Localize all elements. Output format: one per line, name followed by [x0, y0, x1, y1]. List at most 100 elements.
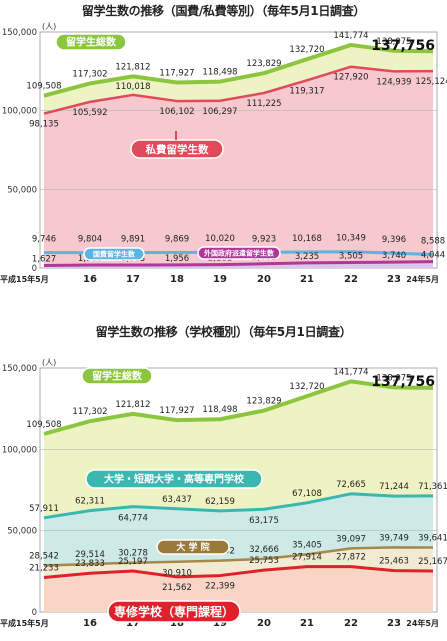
- c1-label-s2-7: 10,349: [336, 234, 366, 244]
- c2-label-s2-2: 30,278: [118, 549, 148, 559]
- c1-label-s3-9: 4,044: [421, 251, 445, 261]
- c1-ytick-3: 150,000: [2, 28, 37, 38]
- c1-label-s0-3: 117,927: [159, 68, 194, 78]
- c2-label-s0-7: 141,774: [333, 367, 368, 377]
- c2-series-line-1: [43, 492, 434, 520]
- c2-badge-0: [81, 367, 153, 385]
- chart1-title: 留学生数の推移（国費/私費等別）（毎年5月1日調査）: [81, 4, 366, 18]
- c2-label-s0-2: 121,812: [115, 400, 150, 410]
- c2-label-s1-8: 71,244: [379, 482, 409, 492]
- c2-series-line-0: [43, 379, 434, 436]
- c2-series-line-3: [43, 565, 434, 579]
- c1-label-s2-0: 9,746: [32, 235, 56, 245]
- c2-label-s1-7: 72,665: [336, 480, 366, 490]
- c1-label-s1-5: 111,225: [246, 99, 281, 109]
- c1-xtick-8: 23: [387, 274, 401, 285]
- c1-label-s3-6: 3,235: [295, 252, 319, 262]
- c1-label-s3-8: 3,740: [382, 251, 406, 261]
- c1-badge-text-3: 外国政府派遣留学生数: [204, 249, 275, 258]
- c2-label-s0-3: 117,927: [159, 406, 194, 416]
- c2-series-line-2: [43, 546, 434, 567]
- c1-label-s2-3: 9,869: [165, 234, 189, 244]
- c1-badge-2: [83, 247, 145, 261]
- c2-label-s2-0: 28,542: [29, 552, 59, 562]
- c2-label-s0-1: 117,302: [72, 407, 107, 417]
- c1-badge-0: [55, 33, 127, 51]
- c1-ytick-2: 100,000: [2, 107, 37, 117]
- c2-badge-text-2: 大 学 院: [176, 541, 209, 553]
- c2-label-s3-8: 25,463: [379, 557, 409, 567]
- c2-label-s3-7: 27,872: [336, 553, 366, 563]
- c1-label-s1-3: 106,102: [159, 107, 194, 117]
- c1-label-s0-0: 109,508: [26, 82, 61, 92]
- c2-label-s1-3: 63,437: [162, 495, 192, 505]
- c2-label-s1-9: 71,361: [418, 482, 447, 492]
- c1-label-s0-7: 141,774: [333, 31, 368, 41]
- c2-xtick-6: 21: [300, 618, 314, 629]
- c2-badge-text-0: 留学生総数: [92, 370, 143, 383]
- c2-band-1: [44, 493, 433, 566]
- c1-xtick-4: 19: [213, 274, 227, 285]
- c1-label-s2-6: 10,168: [292, 234, 322, 244]
- c2-label-s0-5: 123,829: [246, 397, 281, 407]
- c1-xtick-0: 平成15年5月: [0, 274, 49, 284]
- c1-xtick-3: 18: [170, 274, 184, 285]
- c2-badge-2: [156, 539, 230, 555]
- c1-ytick-1: 50,000: [7, 185, 37, 195]
- c2-xtick-9: 24年5月: [406, 618, 439, 628]
- c2-label-s2-3: 30,910: [162, 569, 192, 579]
- c1-xtick-7: 22: [344, 274, 358, 285]
- c1-xtick-6: 21: [300, 274, 314, 285]
- c1-label-s1-6: 119,317: [289, 86, 324, 96]
- c1-label-s2-4: 10,020: [205, 234, 235, 244]
- c1-label-s2-5: 9,923: [252, 234, 276, 244]
- c2-xtick-0: 平成15年5月: [0, 618, 49, 628]
- c2-label-s1-2: 64,774: [118, 514, 148, 524]
- c1-label-s3-0: 1,627: [32, 254, 56, 264]
- c1-label-s1-0: 98,135: [29, 120, 59, 130]
- c2-label-s3-3: 21,562: [162, 583, 192, 593]
- c1-band-1: [44, 66, 433, 268]
- c1-label-s2-2: 9,891: [121, 234, 145, 244]
- c2-label-s1-1: 62,311: [75, 497, 105, 507]
- c1-badge-text-2: 国費留学生数: [93, 250, 136, 259]
- c1-label-s2-9: 8,588: [421, 236, 445, 246]
- c1-highlight-value: 137,756: [371, 38, 435, 54]
- c1-label-s3-7: 3,505: [339, 251, 363, 261]
- c2-label-s2-8: 39,749: [379, 533, 409, 543]
- c1-label-s1-9: 125,124: [415, 77, 447, 87]
- c2-ytick-2: 100,000: [2, 445, 37, 455]
- c1-xtick-5: 20: [257, 274, 271, 285]
- c2-label-s3-5: 25,753: [249, 556, 279, 566]
- c2-label-s3-2: 25,197: [118, 557, 148, 567]
- c1-xtick-9: 24年5月: [406, 274, 439, 284]
- c2-label-s1-4: 62,159: [205, 497, 235, 507]
- c1-badge-3: [197, 246, 281, 260]
- c1-series-line-1: [43, 65, 434, 115]
- c2-label-s3-0: 21,233: [29, 563, 59, 573]
- c1-label-s0-5: 123,829: [246, 59, 281, 69]
- c2-label-s2-7: 39,097: [336, 534, 366, 544]
- c2-label-s1-5: 63,175: [249, 516, 279, 526]
- c2-label-s0-8: 138,075: [376, 373, 411, 383]
- c2-xtick-4: 19: [213, 618, 227, 629]
- c2-label-s1-0: 57,911: [29, 504, 59, 514]
- c1-xtick-2: 17: [126, 274, 140, 285]
- c2-xtick-1: 16: [83, 618, 97, 629]
- c1-label-s0-2: 121,812: [115, 62, 150, 72]
- c2-label-s0-6: 132,720: [289, 382, 324, 392]
- c1-series-line-0: [43, 42, 434, 98]
- c1-label-s1-1: 105,592: [72, 108, 107, 118]
- c1-badge-text-0: 留学生総数: [66, 36, 117, 49]
- c2-label-s2-6: 35,405: [292, 540, 322, 550]
- c2-ytick-0: 0: [32, 608, 37, 618]
- c2-badge-text-1: 大学・短期大学・高等専門学校: [104, 473, 245, 486]
- c1-unit-label: (人): [42, 22, 56, 31]
- c2-label-s3-1: 23,833: [75, 559, 105, 569]
- c2-xtick-8: 23: [387, 618, 401, 629]
- c1-label-s0-8: 138,075: [376, 37, 411, 47]
- c1-badge-text-1: 私費留学生数: [145, 143, 209, 156]
- c1-label-s1-2: 110,018: [115, 82, 150, 92]
